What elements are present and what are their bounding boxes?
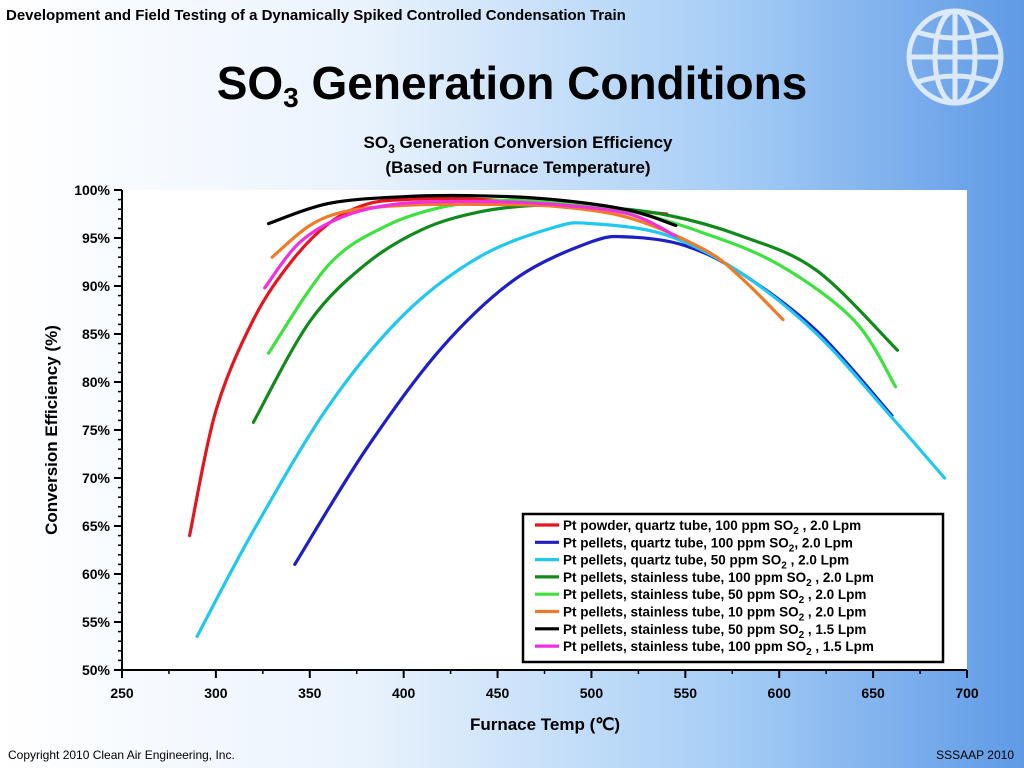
event-label: SSSAAP 2010 xyxy=(936,748,1014,762)
y-tick-label: 95% xyxy=(82,230,111,246)
legend-label-3: Pt pellets, quartz tube, 50 ppm SO2 , 2.… xyxy=(563,553,849,572)
globe-icon xyxy=(906,8,1004,106)
series-line-5 xyxy=(266,198,898,389)
legend: Pt powder, quartz tube, 100 ppm SO2 , 2.… xyxy=(521,512,945,664)
copyright-text: Copyright 2010 Clean Air Engineering, In… xyxy=(8,748,235,762)
x-tick-label: 500 xyxy=(580,685,604,701)
chart-title-line2: (Based on Furnace Temperature) xyxy=(385,158,650,177)
y-tick-label: 85% xyxy=(82,326,111,342)
legend-label-7: Pt pellets, stainless tube, 50 ppm SO2 ,… xyxy=(563,622,866,641)
legend-label-2: Pt pellets, quartz tube, 100 ppm SO2, 2.… xyxy=(563,535,853,554)
series-line-8 xyxy=(263,199,678,290)
x-axis-label: Furnace Temp (℃) xyxy=(470,715,620,734)
legend-label-4: Pt pellets, stainless tube, 100 ppm SO2 … xyxy=(563,570,874,589)
x-tick-label: 550 xyxy=(674,685,698,701)
y-tick-label: 100% xyxy=(74,182,110,198)
y-tick-label: 55% xyxy=(82,614,111,630)
chart-title-line1: SO3 Generation Conversion Efficiency xyxy=(364,133,674,156)
x-tick-label: 250 xyxy=(110,685,134,701)
slide-title-subscript: 3 xyxy=(283,82,299,113)
x-tick-label: 350 xyxy=(298,685,322,701)
x-tick-label: 400 xyxy=(392,685,416,701)
y-tick-label: 50% xyxy=(82,662,111,678)
y-tick-label: 90% xyxy=(82,278,111,294)
x-tick-label: 650 xyxy=(861,685,885,701)
legend-label-6: Pt pellets, stainless tube, 10 ppm SO2 ,… xyxy=(563,605,866,624)
legend-label-5: Pt pellets, stainless tube, 50 ppm SO2 ,… xyxy=(563,587,866,606)
slide-title-rest: Generation Conditions xyxy=(298,57,808,109)
y-tick-label: 75% xyxy=(82,422,111,438)
series-line-6 xyxy=(270,202,785,322)
series-line-3 xyxy=(195,221,947,638)
x-tick-label: 300 xyxy=(204,685,228,701)
presentation-title: Development and Field Testing of a Dynam… xyxy=(6,7,626,24)
y-tick-label: 60% xyxy=(82,566,111,582)
legend-box xyxy=(521,512,945,664)
slide-title: SO3 Generation Conditions xyxy=(0,56,1024,114)
y-tick-label: 80% xyxy=(82,374,111,390)
y-axis-label: Conversion Efficiency (%) xyxy=(42,325,61,535)
conversion-efficiency-chart: SO3 Generation Conversion Efficiency (Ba… xyxy=(42,133,979,734)
x-tick-label: 700 xyxy=(955,685,979,701)
legend-label-1: Pt powder, quartz tube, 100 ppm SO2 , 2.… xyxy=(563,518,861,537)
series-lines xyxy=(188,193,947,638)
x-tick-label: 450 xyxy=(486,685,510,701)
slide-title-so: SO xyxy=(216,57,284,109)
y-tick-label: 65% xyxy=(82,518,111,534)
legend-label-8: Pt pellets, stainless tube, 100 ppm SO2 … xyxy=(563,639,874,658)
axes: 250 300 350 400 450 500 550 600 650 700 50% 55% 60% 6… xyxy=(74,182,979,701)
series-line-7 xyxy=(266,193,678,228)
y-tick-label: 70% xyxy=(82,470,111,486)
x-tick-label: 600 xyxy=(768,685,792,701)
